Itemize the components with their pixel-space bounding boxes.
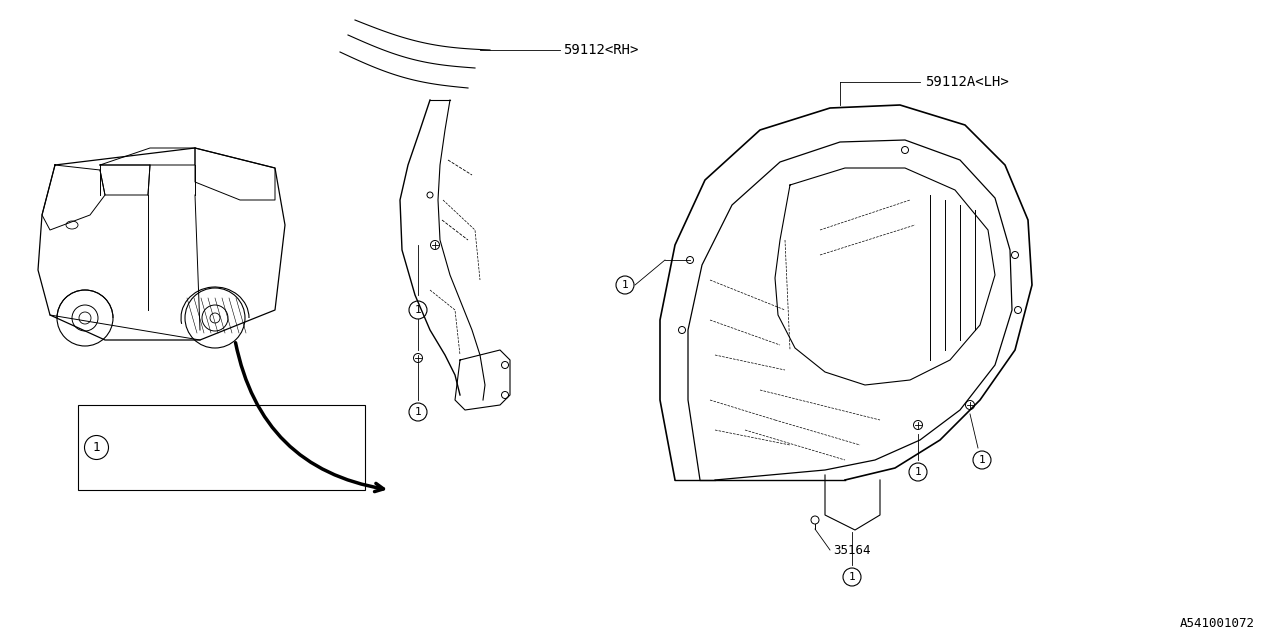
Text: 1: 1	[622, 280, 628, 290]
FancyArrowPatch shape	[236, 343, 384, 492]
Text: 35164: 35164	[833, 543, 870, 557]
Text: 1: 1	[415, 305, 421, 315]
Text: W130067: W130067	[120, 421, 168, 431]
Text: 1: 1	[415, 407, 421, 417]
Text: 1: 1	[979, 455, 986, 465]
Text: W140065: W140065	[120, 464, 168, 474]
Text: 1: 1	[92, 441, 100, 454]
Text: 59112A<LH>: 59112A<LH>	[925, 75, 1009, 89]
Text: A541001072: A541001072	[1180, 617, 1254, 630]
Bar	[78, 405, 365, 490]
Text: 1: 1	[849, 572, 855, 582]
Text: (1201-  ): (1201- )	[205, 464, 266, 474]
Text: 1: 1	[915, 467, 922, 477]
Text: 59112<RH>: 59112<RH>	[563, 43, 639, 57]
Text: (  -1201): ( -1201)	[205, 421, 266, 431]
